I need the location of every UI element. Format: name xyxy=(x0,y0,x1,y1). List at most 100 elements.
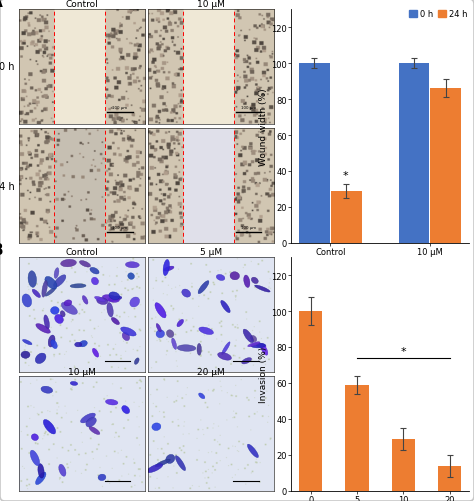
Ellipse shape xyxy=(130,298,139,307)
Ellipse shape xyxy=(182,290,191,298)
Ellipse shape xyxy=(55,315,64,324)
Ellipse shape xyxy=(82,296,88,305)
Bar xyxy=(299,312,322,491)
Text: 100 μm: 100 μm xyxy=(112,225,128,229)
Ellipse shape xyxy=(51,340,57,349)
Ellipse shape xyxy=(38,464,44,478)
Bar xyxy=(430,89,461,243)
Bar xyxy=(346,385,369,491)
Ellipse shape xyxy=(61,260,76,267)
Ellipse shape xyxy=(128,273,135,280)
Ellipse shape xyxy=(135,358,139,365)
Ellipse shape xyxy=(199,393,205,399)
Text: *: * xyxy=(343,171,348,181)
Ellipse shape xyxy=(106,400,118,405)
Ellipse shape xyxy=(90,268,99,275)
Ellipse shape xyxy=(64,300,72,306)
Y-axis label: Wound width (%): Wound width (%) xyxy=(259,88,268,165)
Ellipse shape xyxy=(51,307,59,315)
Text: A: A xyxy=(0,0,3,10)
Ellipse shape xyxy=(156,330,164,338)
Ellipse shape xyxy=(61,303,77,315)
Ellipse shape xyxy=(222,342,230,355)
Ellipse shape xyxy=(177,345,196,352)
Ellipse shape xyxy=(31,434,38,440)
Ellipse shape xyxy=(54,275,66,288)
Bar xyxy=(299,64,330,243)
Ellipse shape xyxy=(92,349,99,357)
Ellipse shape xyxy=(166,330,174,338)
Title: Control: Control xyxy=(65,248,99,257)
Ellipse shape xyxy=(70,382,78,386)
Ellipse shape xyxy=(247,444,258,457)
Ellipse shape xyxy=(98,474,106,480)
Ellipse shape xyxy=(152,423,161,431)
Title: 10 μM: 10 μM xyxy=(68,367,96,376)
Ellipse shape xyxy=(261,344,268,356)
Ellipse shape xyxy=(230,272,239,280)
Title: 20 μM: 20 μM xyxy=(197,367,225,376)
Ellipse shape xyxy=(75,343,82,347)
Ellipse shape xyxy=(126,262,139,268)
Ellipse shape xyxy=(80,261,91,268)
Text: *: * xyxy=(401,346,406,356)
Y-axis label: 24 h: 24 h xyxy=(0,181,15,191)
Ellipse shape xyxy=(121,327,136,336)
Ellipse shape xyxy=(45,277,57,290)
Ellipse shape xyxy=(111,318,119,325)
Ellipse shape xyxy=(107,303,113,317)
Text: B: B xyxy=(0,242,3,258)
Bar xyxy=(399,64,429,243)
Ellipse shape xyxy=(242,358,252,364)
Ellipse shape xyxy=(166,454,175,463)
Ellipse shape xyxy=(89,427,100,435)
Ellipse shape xyxy=(256,344,266,348)
Ellipse shape xyxy=(197,344,201,356)
Ellipse shape xyxy=(35,353,46,364)
Ellipse shape xyxy=(147,464,163,473)
Title: 10 μM: 10 μM xyxy=(197,1,225,9)
Ellipse shape xyxy=(36,324,50,334)
Ellipse shape xyxy=(156,324,161,332)
Ellipse shape xyxy=(22,295,32,308)
Ellipse shape xyxy=(95,297,105,302)
Y-axis label: Invasion (%): Invasion (%) xyxy=(259,346,268,402)
Ellipse shape xyxy=(79,341,87,347)
Ellipse shape xyxy=(59,464,66,476)
Ellipse shape xyxy=(122,406,129,414)
Ellipse shape xyxy=(243,330,254,343)
Ellipse shape xyxy=(172,338,177,350)
Legend: 0 h, 24 h: 0 h, 24 h xyxy=(408,10,469,20)
Ellipse shape xyxy=(198,281,209,294)
Text: 100 μm: 100 μm xyxy=(241,225,256,229)
Ellipse shape xyxy=(155,459,170,467)
Ellipse shape xyxy=(109,292,119,300)
Ellipse shape xyxy=(97,298,108,305)
Bar xyxy=(392,439,415,491)
Ellipse shape xyxy=(250,336,257,342)
Ellipse shape xyxy=(199,327,213,335)
Ellipse shape xyxy=(54,268,59,279)
Ellipse shape xyxy=(177,320,183,327)
Text: 100 μm: 100 μm xyxy=(241,106,256,110)
Text: 100 μm: 100 μm xyxy=(112,106,128,110)
Title: 5 μM: 5 μM xyxy=(200,248,222,257)
Ellipse shape xyxy=(244,276,250,288)
Y-axis label: 0 h: 0 h xyxy=(0,62,15,72)
Ellipse shape xyxy=(248,342,260,347)
Title: Control: Control xyxy=(65,1,99,9)
Bar xyxy=(438,466,461,491)
Ellipse shape xyxy=(91,278,99,285)
Ellipse shape xyxy=(221,301,230,313)
Bar xyxy=(331,191,362,243)
Ellipse shape xyxy=(164,267,174,272)
Ellipse shape xyxy=(48,335,55,347)
Ellipse shape xyxy=(45,288,55,297)
Ellipse shape xyxy=(251,278,258,284)
Ellipse shape xyxy=(255,286,270,293)
Ellipse shape xyxy=(163,260,169,276)
Ellipse shape xyxy=(21,352,30,359)
Ellipse shape xyxy=(155,303,166,318)
Ellipse shape xyxy=(36,472,46,484)
Ellipse shape xyxy=(70,284,86,288)
